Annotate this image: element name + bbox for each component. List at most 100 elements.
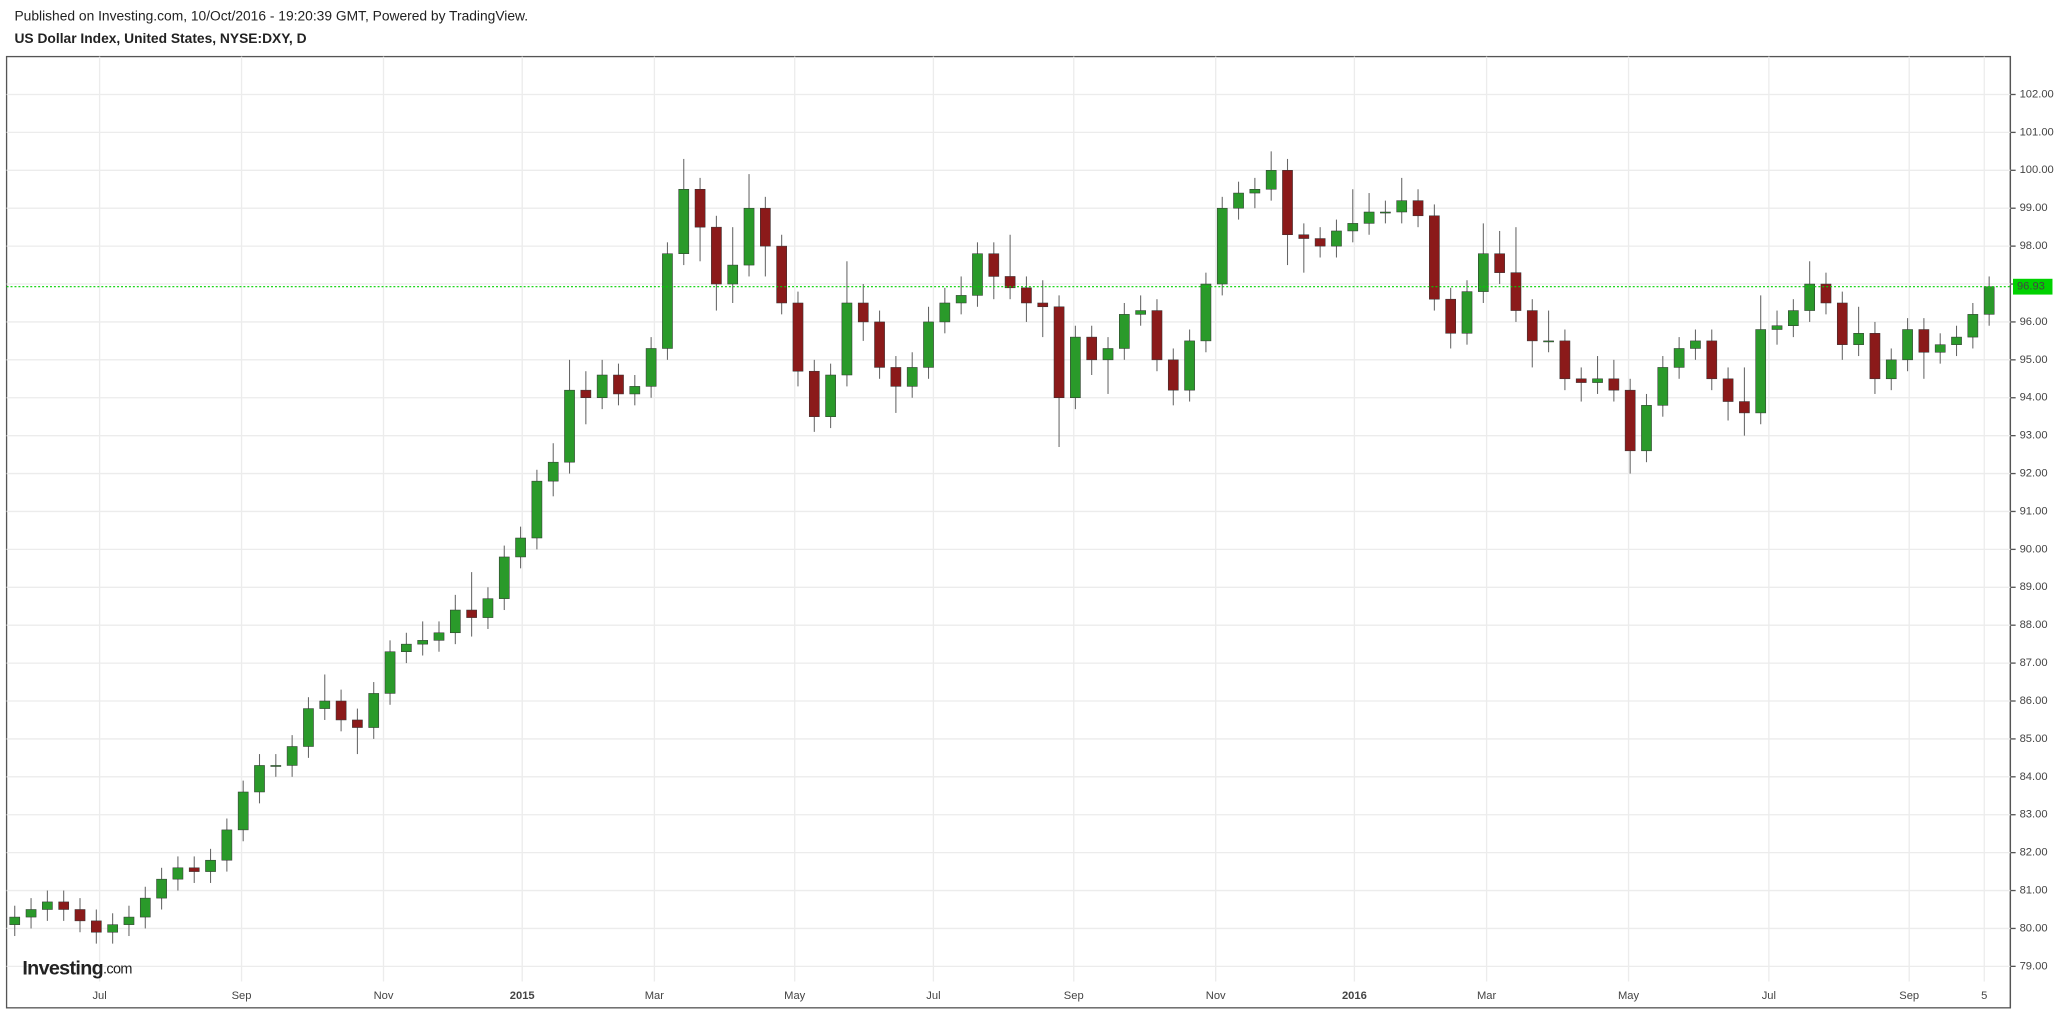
candle-body [319,700,331,709]
x-tick-label: May [1618,990,1640,1002]
candle-body [1706,340,1718,380]
candle-body [1184,340,1195,391]
x-tick-label: 5 [1981,990,1987,1002]
x-tick-label: Sep [1064,990,1084,1002]
y-tick-label: 92.00 [2020,468,2048,480]
candle-body [254,765,265,793]
candle-body [1804,283,1815,311]
candle-body [694,188,706,228]
y-tick-label: 82.00 [2020,847,2048,859]
y-tick-label: 79.00 [2020,960,2048,972]
grid [6,56,2011,982]
candle-body [1902,329,1913,361]
candle-body [1967,314,1979,338]
y-tick-label: 87.00 [2020,657,2048,669]
y-tick-label: 91.00 [2020,505,2048,517]
candle-body [401,643,412,652]
x-tick-label: 2016 [1342,990,1367,1002]
logo: Investing.com [22,958,132,980]
candle-body [123,916,135,925]
candle-body [1543,340,1554,343]
candle-body [1053,306,1065,399]
last-price-box [2013,278,2053,295]
candle-body [58,901,70,910]
candle-body [1853,333,1864,345]
candle-body [156,878,167,899]
candle-body [1690,340,1701,349]
candle-body [1608,378,1620,391]
y-tick-label: 88.00 [2020,619,2048,631]
candle-body [1461,291,1473,334]
candle-body [1396,200,1408,213]
candle-body [25,909,37,918]
candle-body [482,598,494,618]
candle-body [91,920,102,933]
candle-body [1951,336,1962,345]
candle-body [221,829,233,861]
candle-body [42,901,53,910]
candle-body [335,700,347,721]
candle-body [1722,378,1734,402]
candle-body [613,374,624,395]
candle-body [678,188,690,254]
candle-body [1070,336,1081,399]
candle-body [384,651,396,694]
candle-body [1380,211,1391,214]
candle-body [972,253,983,296]
candle-body [466,609,477,618]
candle-body [352,719,363,728]
candle-body [1934,344,1946,353]
candle-body [988,253,1000,277]
candle-body [205,859,216,872]
candle-body [596,374,608,399]
candle-body [417,640,428,645]
candle-body [1739,401,1750,414]
x-tick-label: 2015 [510,990,535,1002]
candle-body [1167,359,1179,391]
candle-body [760,207,771,247]
candle-body [1233,192,1244,209]
y-tick-label: 94.00 [2020,392,2048,404]
candle-body [1412,200,1424,217]
y-tick-label: 102.00 [2020,88,2054,100]
x-tick-label: Jul [92,990,106,1002]
y-tick-label: 86.00 [2020,695,2048,707]
candle-body [1265,170,1277,190]
candle-body [1200,283,1212,342]
candle-body [727,264,739,285]
y-tick-label: 84.00 [2020,771,2048,783]
y-tick-label: 90.00 [2020,543,2048,555]
candle-body [188,867,200,872]
y-tick-label: 100.00 [2020,164,2054,176]
candle-body [792,302,804,372]
candle-body [1755,329,1767,414]
y-tick-label: 96.00 [2020,316,2048,328]
candle-body [1918,329,1930,353]
candle-body [1820,283,1832,304]
candle-body [1771,325,1783,330]
candle-body [1592,378,1603,383]
candle-body [498,556,510,599]
candle-body [1086,336,1098,361]
candle-body [1004,276,1016,289]
x-tick-label: Nov [374,990,394,1002]
x-tick-label: Mar [1477,990,1497,1002]
candle-body [107,924,118,933]
candle-body [1624,389,1636,452]
y-tick-label: 93.00 [2020,430,2048,442]
x-tick-label: Sep [232,990,252,1002]
candle-body [939,302,951,323]
candle-body [857,302,869,323]
candle-body [1282,170,1293,236]
candle-body [841,302,853,376]
candle-body [270,765,282,767]
candle-body [645,348,657,387]
candle-body [906,367,918,387]
candle-body [1249,188,1261,194]
logo-suffix: .com [103,962,132,978]
candle-body [1836,302,1848,345]
candle-body [172,867,184,880]
candle-body [237,791,249,831]
